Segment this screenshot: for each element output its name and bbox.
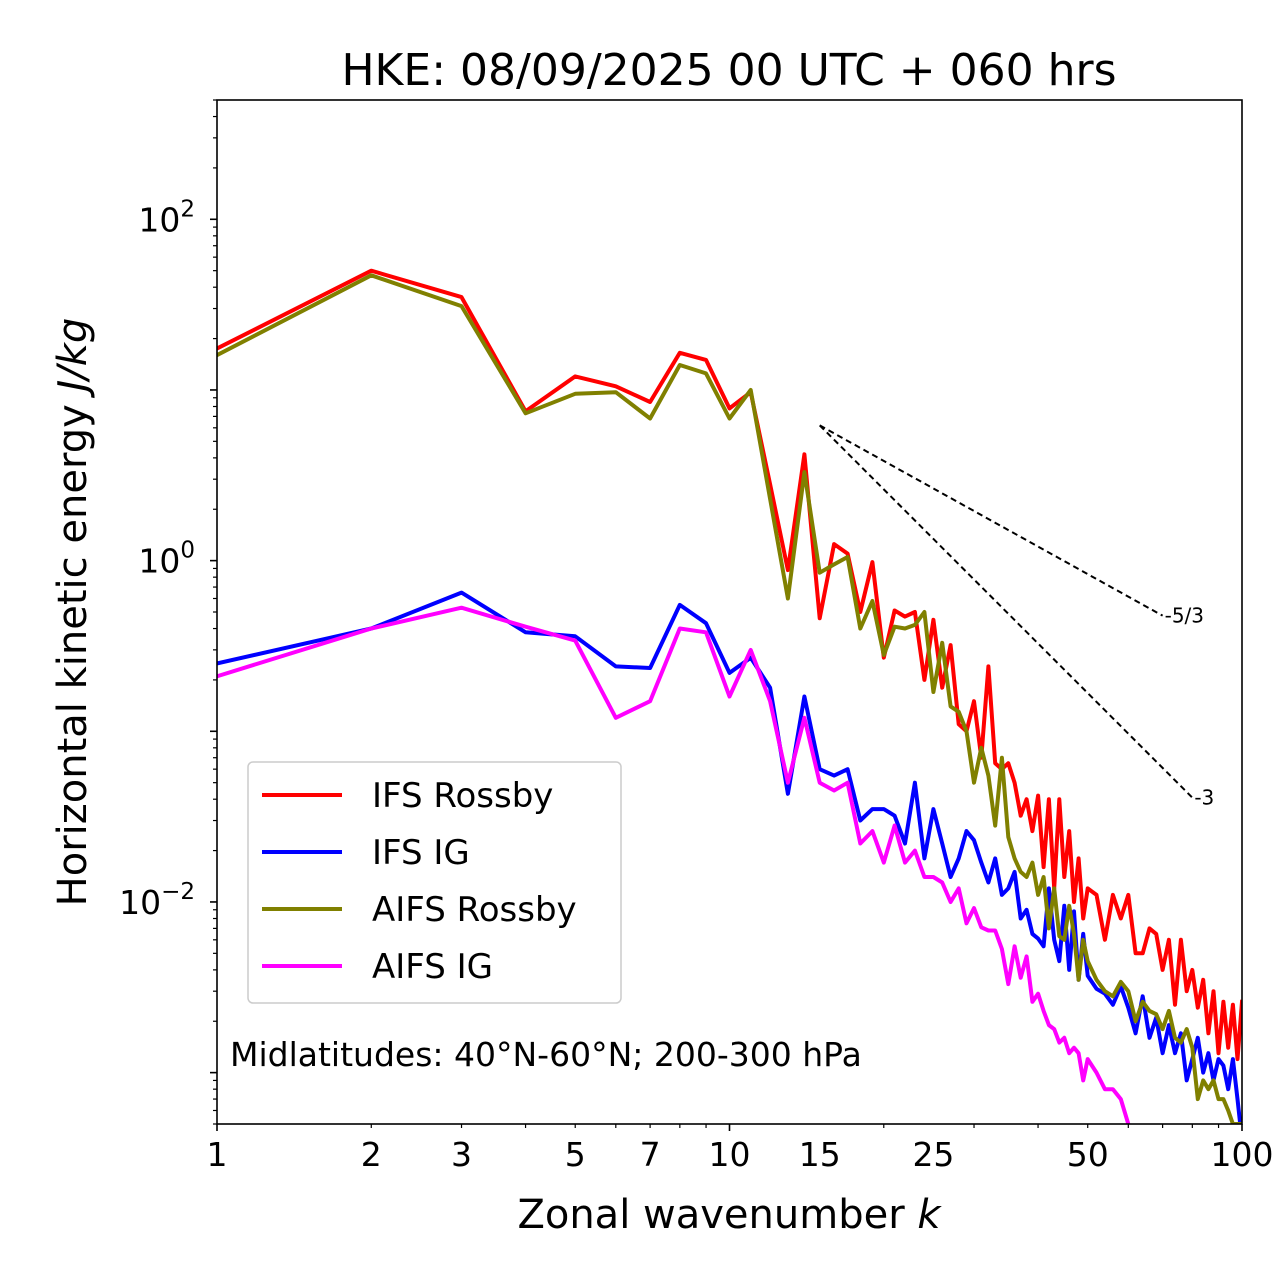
chart-title: HKE: 08/09/2025 00 UTC + 060 hrs xyxy=(341,45,1116,96)
x-tick-label: 7 xyxy=(640,1135,661,1174)
series-line-ifs-rossby xyxy=(217,268,1242,1062)
legend-box xyxy=(247,761,622,1004)
region-annotation: Midlatitudes: 40°N-60°N; 200-300 hPa xyxy=(230,1035,862,1074)
legend-label-aifs-rossby: AIFS Rossby xyxy=(372,890,577,930)
reference-slopes-group: -5/3 -3 xyxy=(819,424,1214,810)
y-tick-label: 10−2 xyxy=(119,879,195,922)
x-tick-label: 25 xyxy=(912,1135,954,1174)
x-axis-ticks: 1 2 3 5 7 10 15 25 50 100 xyxy=(207,1124,1274,1174)
legend-label-ifs-ig: IFS IG xyxy=(372,833,470,873)
x-tick-label: 3 xyxy=(451,1135,472,1174)
y-axis-ticks: 102 100 10−2 xyxy=(119,99,217,1125)
x-tick-label: 5 xyxy=(565,1135,586,1174)
data-series-group xyxy=(217,268,1242,1124)
x-tick-label: 2 xyxy=(361,1135,382,1174)
y-tick-label: 102 xyxy=(138,196,195,239)
y-tick-label: 100 xyxy=(138,538,195,581)
x-tick-label: 50 xyxy=(1067,1135,1109,1174)
reference-slope-line xyxy=(819,424,1164,617)
x-tick-label: 100 xyxy=(1211,1135,1274,1174)
series-line-aifs-ig xyxy=(217,605,1131,1124)
x-tick-label: 10 xyxy=(709,1135,751,1174)
x-axis-label-prefix: Zonal wavenumber xyxy=(517,1192,917,1238)
legend-label-aifs-ig: AIFS IG xyxy=(372,947,493,987)
y-axis-label: Horizontal kinetic energy J/kg xyxy=(50,318,96,907)
y-axis-label-unit: J/kg xyxy=(50,318,96,399)
reference-slope-line xyxy=(819,424,1194,799)
legend: IFS Rossby IFS IG AIFS Rossby AIFS IG xyxy=(247,761,622,1004)
series-line-aifs-rossby xyxy=(217,273,1242,1124)
reference-slope-label: -5/3 xyxy=(1165,604,1204,628)
y-axis-label-prefix: Horizontal kinetic energy xyxy=(50,392,96,907)
legend-label-ifs-rossby: IFS Rossby xyxy=(372,776,553,816)
x-tick-label: 1 xyxy=(207,1135,228,1174)
x-axis-label-var: k xyxy=(917,1192,942,1238)
x-tick-label: 15 xyxy=(799,1135,841,1174)
x-axis-label: Zonal wavenumber k xyxy=(517,1192,942,1238)
reference-slope-label: -3 xyxy=(1194,786,1214,810)
